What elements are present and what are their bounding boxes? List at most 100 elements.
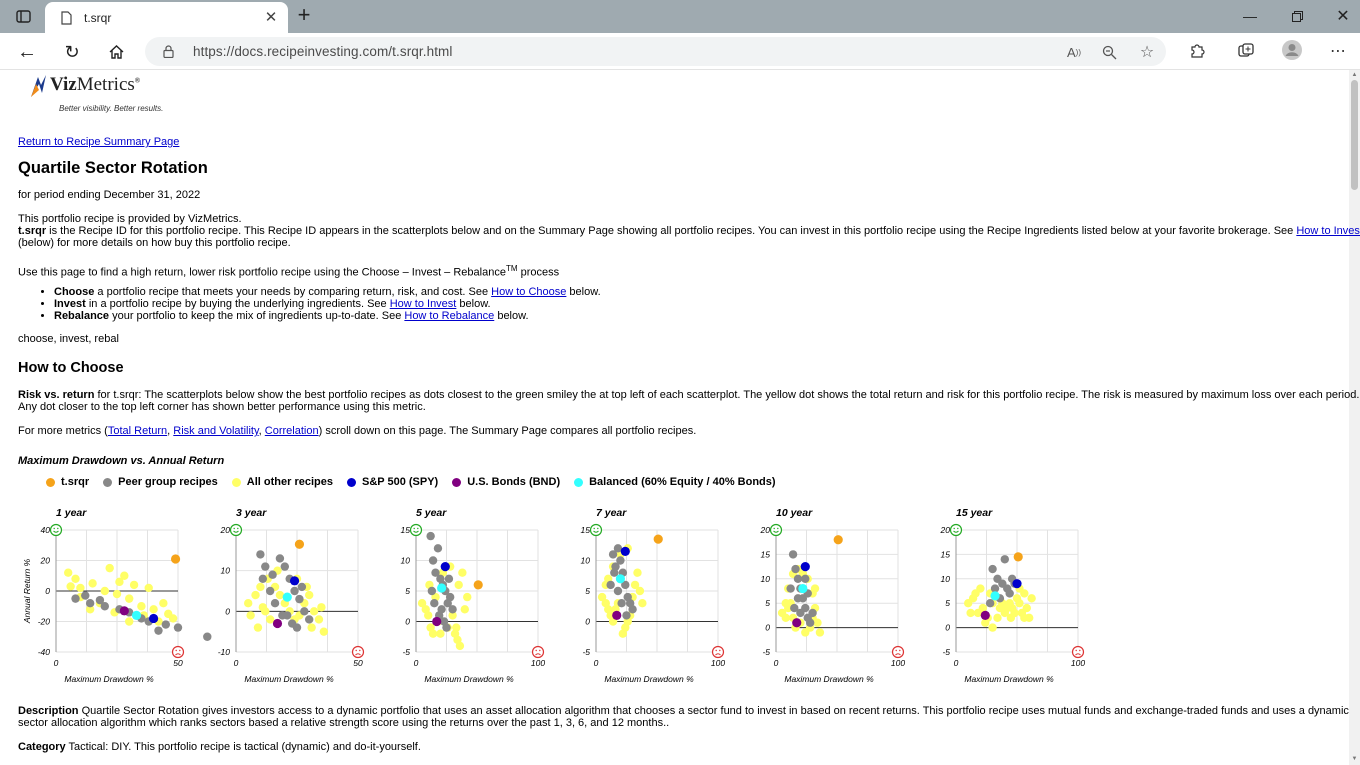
point-other [781,613,790,623]
point-peer [265,586,275,596]
new-tab-icon[interactable]: + [297,2,311,27]
legend-dot-icon [574,477,584,487]
extensions-icon[interactable] [1187,41,1207,61]
how-to-choose-heading: How to Choose [18,360,124,376]
bullet-bold: Choose [54,286,95,298]
point-other [1015,599,1024,608]
how-to-invest-link[interactable]: How to Invest [1296,225,1360,237]
how-to-rebalance-link[interactable]: How to Rebalance [404,310,495,322]
recipe-id: t.srqr [18,225,47,237]
period-text: for period ending December 31, 2022 [18,189,201,201]
point-tsrqr [653,534,663,544]
risk-volatility-link[interactable]: Risk and Volatility [173,425,259,437]
smiley-eye [597,527,599,530]
provided-text: This portfolio recipe is provided by Viz… [18,213,242,225]
vizmetrics-logo[interactable]: VizMetrics® Better visibility. Better re… [26,72,196,114]
point-other [317,603,326,612]
logo-brand: VizMetrics® [50,74,140,96]
point-peer [990,584,1000,593]
y-tick-label: 20 [940,525,951,535]
address-bar[interactable]: https://docs.recipeinvesting.com/t.srqr.… [145,37,1166,66]
logo-brand-metrics: Metrics [76,74,135,95]
point-other [244,599,253,608]
y-tick-label: 10 [941,574,951,584]
point-peer [258,574,268,583]
logo-brand-viz: Viz [50,74,77,95]
frown-icon [531,645,545,659]
read-aloud-icon[interactable]: A)) [1067,44,1081,60]
profile-avatar-icon[interactable] [1281,39,1303,61]
correlation-link[interactable]: Correlation [264,425,319,437]
smiley-face [49,523,63,537]
legend-item: All other recipes [231,476,333,488]
more-text-b: ) scroll down on this page. The Summary … [318,425,697,437]
point-bnd [432,616,442,627]
y-tick-label: -5 [942,647,950,657]
point-other [125,594,134,603]
point-other [85,605,95,614]
point-spy [149,613,159,624]
point-other [129,580,139,590]
legend-item: U.S. Bonds (BND) [452,476,560,488]
point-peer [445,592,455,602]
lock-icon[interactable] [161,44,175,59]
refresh-icon[interactable]: ↻ [64,41,80,62]
scatterplot-0: 1 year 40 20 0 -20 -40 0 50 Maximum Drawdown % An… [18,506,212,691]
how-to-choose-link[interactable]: How to Choose [491,286,567,298]
page-content: VizMetrics® Better visibility. Better re… [18,70,1360,765]
logo-trademark: ® [134,76,141,85]
return-to-summary-link[interactable]: Return to Recipe Summary Page [18,136,180,148]
browser-tab[interactable]: t.srqr ✕ [45,2,288,33]
point-peer [608,550,618,559]
scatterplot-1: 3 year 20 10 0 -10 0 50 Maximum Drawdown % [198,506,368,691]
minimize-icon[interactable]: — [1243,8,1257,24]
point-peer [426,531,435,541]
home-icon[interactable] [105,41,127,63]
y-tick-label: 10 [401,556,411,566]
collections-icon[interactable] [1236,41,1256,61]
point-peer [100,602,110,611]
page-icon [59,10,73,25]
close-window-icon[interactable]: ✕ [1336,8,1350,25]
zoom-icon[interactable] [1100,43,1118,61]
more-menu-icon[interactable]: ⋯ [1330,43,1346,60]
point-peer [292,623,302,632]
frown-eye [179,649,181,652]
use-text: Use this page to find a high return, low… [18,266,506,279]
legend-dot-icon [231,477,241,487]
close-tab-icon[interactable]: ✕ [264,9,278,26]
legend-item: t.srqr [46,476,89,488]
scrollbar-thumb[interactable] [1351,80,1358,190]
legend-label: S&P 500 (SPY) [361,476,439,488]
smiley-eye [957,527,959,530]
y-tick-label: -40 [38,647,51,657]
how-to-invest-link-2[interactable]: How to Invest [389,298,457,310]
frown-eye [535,649,537,652]
point-other [424,611,433,620]
x-tick-label: 0 [414,658,419,668]
point-peer [796,608,805,618]
scroll-up-icon[interactable]: ▲ [1351,72,1358,78]
y-tick-label: 10 [761,574,771,584]
tab-actions-icon[interactable] [14,8,32,24]
smiley-mouth [413,530,419,533]
x-tick-label: 100 [891,658,905,668]
point-other [1022,603,1031,613]
restore-icon[interactable] [1287,6,1307,26]
back-icon[interactable]: ← [17,40,37,63]
scroll-down-icon[interactable]: ▼ [1351,756,1358,762]
frown-eye [715,649,717,652]
point-peer [617,599,626,608]
trademark-sup: TM [505,264,518,273]
point-other [1006,613,1016,623]
more-sep: , [167,425,174,437]
point-bnd [272,618,283,629]
page-scrollbar[interactable]: ▲ ▼ [1349,70,1360,765]
x-axis-label: Maximum Drawdown % [244,674,334,684]
y-tick-label: 0 [585,617,590,627]
total-return-link[interactable]: Total Return [107,425,168,437]
point-peer [808,608,817,618]
add-favorite-icon[interactable]: ☆ [1139,44,1155,61]
y-tick-label: 20 [220,525,231,535]
y-tick-label: 5 [405,586,410,596]
